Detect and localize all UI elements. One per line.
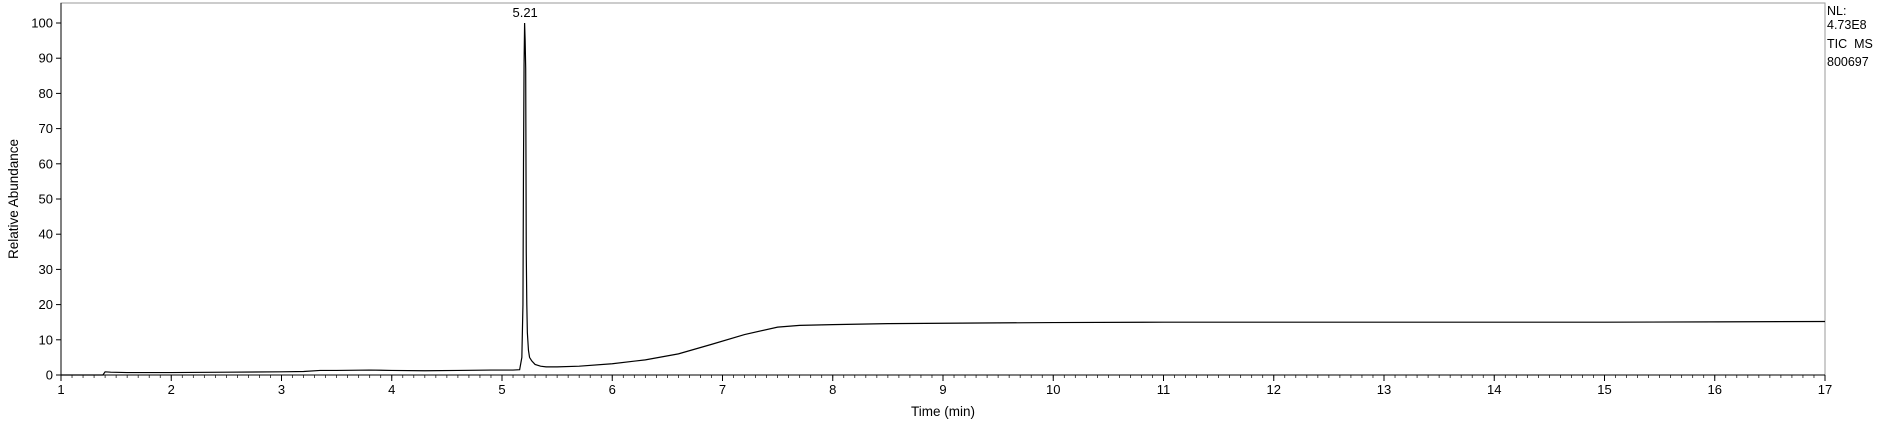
x-tick-label: 14	[1487, 382, 1501, 397]
y-tick-label: 70	[39, 121, 53, 136]
y-tick-label: 20	[39, 297, 53, 312]
y-tick-label: 10	[39, 332, 53, 347]
x-tick-label: 2	[168, 382, 175, 397]
x-axis: 1 2 3 4 5 6 7 8 9 10 11 12 13 14 15 16 17	[57, 375, 1832, 397]
x-tick-label: 15	[1597, 382, 1611, 397]
x-tick-label: 3	[278, 382, 285, 397]
x-tick-label: 6	[609, 382, 616, 397]
x-tick-label: 8	[829, 382, 836, 397]
y-tick-label: 90	[39, 51, 53, 66]
y-tick-label: 0	[46, 368, 53, 383]
y-tick-label: 80	[39, 86, 53, 101]
x-tick-label: 10	[1046, 382, 1060, 397]
scan-type-label: TIC MS	[1827, 37, 1873, 51]
y-tick-label: 100	[31, 16, 53, 31]
y-tick-label: 40	[39, 227, 53, 242]
plot-area	[60, 2, 1826, 376]
x-tick-label: 11	[1157, 382, 1171, 397]
x-axis-label: Time (min)	[911, 404, 975, 419]
x-tick-label: 7	[719, 382, 726, 397]
y-tick-label: 60	[39, 156, 53, 171]
y-axis-label: Relative Abundance	[6, 139, 21, 259]
x-tick-label: 1	[57, 382, 64, 397]
nl-label: NL:	[1827, 4, 1847, 18]
y-axis: 0 10 20 30 40 50 60 70 80 90 100	[31, 16, 61, 383]
x-tick-label: 16	[1708, 382, 1722, 397]
x-tick-label: 5	[498, 382, 505, 397]
x-tick-label: 12	[1267, 382, 1281, 397]
x-tick-label: 4	[388, 382, 395, 397]
x-tick-label: 9	[939, 382, 946, 397]
y-tick-label: 50	[39, 192, 53, 207]
scan-number: 800697	[1827, 55, 1869, 69]
nl-value: 4.73E8	[1827, 18, 1867, 32]
x-tick-label: 17	[1818, 382, 1832, 397]
peak-label: 5.21	[512, 5, 537, 20]
y-tick-label: 30	[39, 262, 53, 277]
x-tick-label: 13	[1377, 382, 1391, 397]
tic-trace-line	[61, 22, 1826, 376]
